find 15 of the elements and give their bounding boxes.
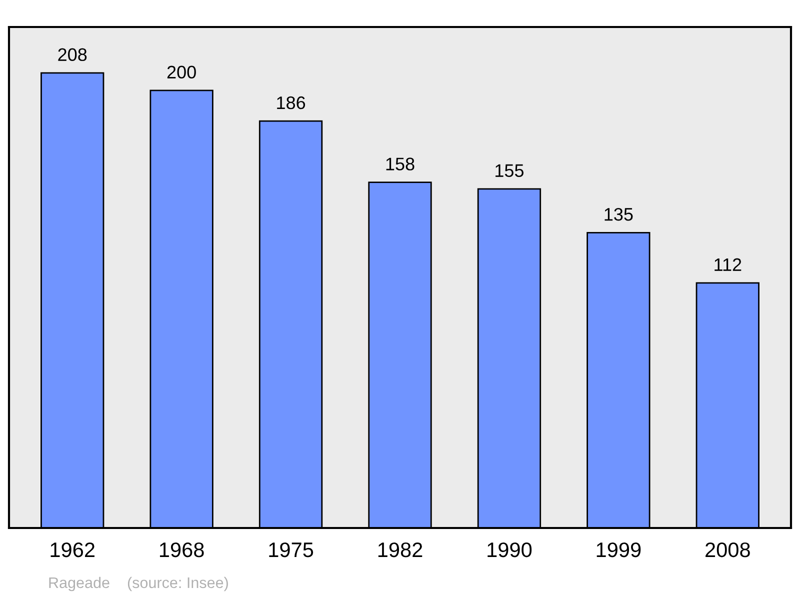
x-tick-label: 1968 xyxy=(160,542,204,558)
data-label: 208 xyxy=(58,48,87,62)
text: Rageade (source: Insee) xyxy=(49,576,228,592)
x-tick-label: 2008 xyxy=(706,542,750,558)
data-label: 186 xyxy=(277,96,306,110)
x-tick-label: 1975 xyxy=(269,542,314,558)
x-tick-label: 1962 xyxy=(50,542,94,558)
data-label: 112 xyxy=(714,258,742,271)
data-label: 200 xyxy=(167,66,196,79)
x-tick-label: 1999 xyxy=(596,542,641,558)
data-label: 135 xyxy=(604,208,633,221)
x-tick-label: 1990 xyxy=(488,542,532,558)
data-label: 155 xyxy=(496,164,524,177)
x-tick-label: 1982 xyxy=(378,542,422,558)
data-label: 158 xyxy=(386,158,414,170)
